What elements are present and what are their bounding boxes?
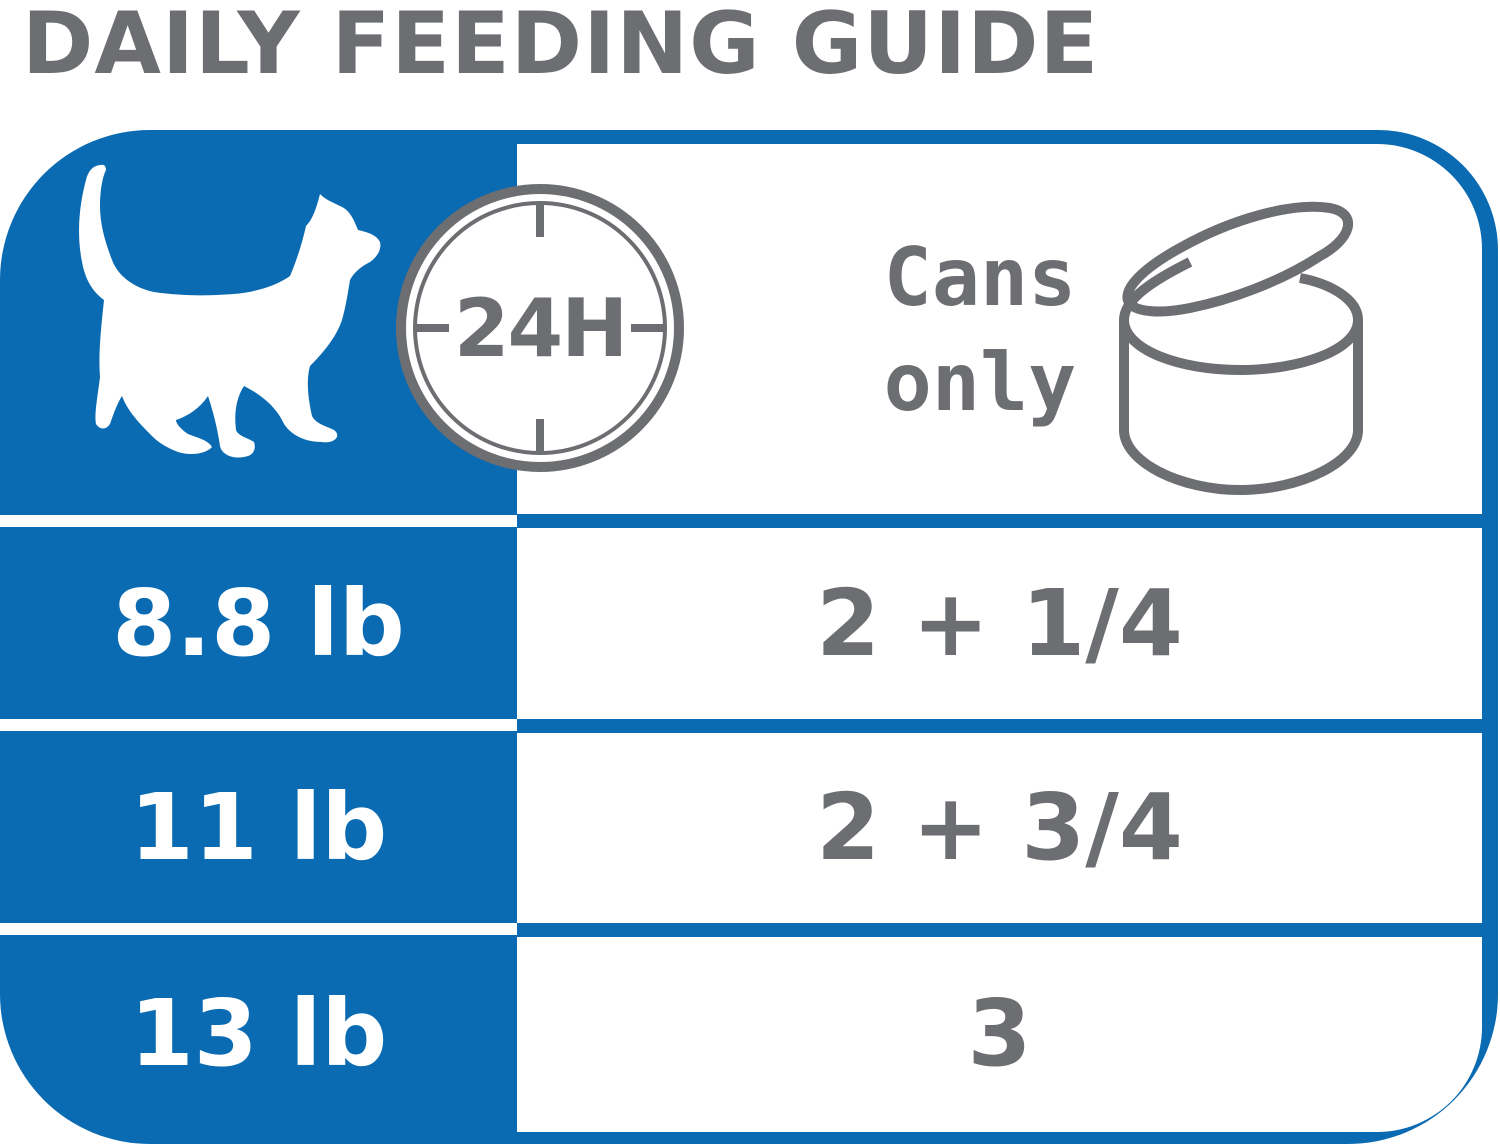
weight-cell: 13 lb <box>129 980 388 1087</box>
row-divider-right <box>517 514 1482 528</box>
row-divider-left <box>0 923 517 935</box>
amount-cell: 3 <box>967 980 1032 1087</box>
weight-cell: 11 lb <box>129 773 388 881</box>
amount-cell: 2 + 3/4 <box>816 773 1183 881</box>
cans-only-label: Cans only <box>860 225 1100 435</box>
row-divider-left <box>0 719 517 731</box>
cans-label-line1: Cans <box>883 231 1077 324</box>
clock-label: 24H <box>453 281 628 375</box>
cans-label-line2: only <box>883 336 1077 429</box>
amount-cell: 2 + 1/4 <box>816 570 1183 677</box>
row-divider-right <box>517 923 1482 937</box>
row-divider-right <box>517 719 1482 733</box>
clock-dial-icon <box>396 184 684 472</box>
row-divider-left <box>0 515 517 527</box>
weight-cell: 8.8 lb <box>112 570 405 677</box>
feeding-table: 24H Cans only 8.8 lb 2 + 1/4 11 lb 2 + 3… <box>0 130 1498 1144</box>
page-title: DAILY FEEDING GUIDE <box>22 0 1100 94</box>
open-can-icon <box>1119 201 1363 495</box>
cat-silhouette-icon <box>79 164 381 458</box>
